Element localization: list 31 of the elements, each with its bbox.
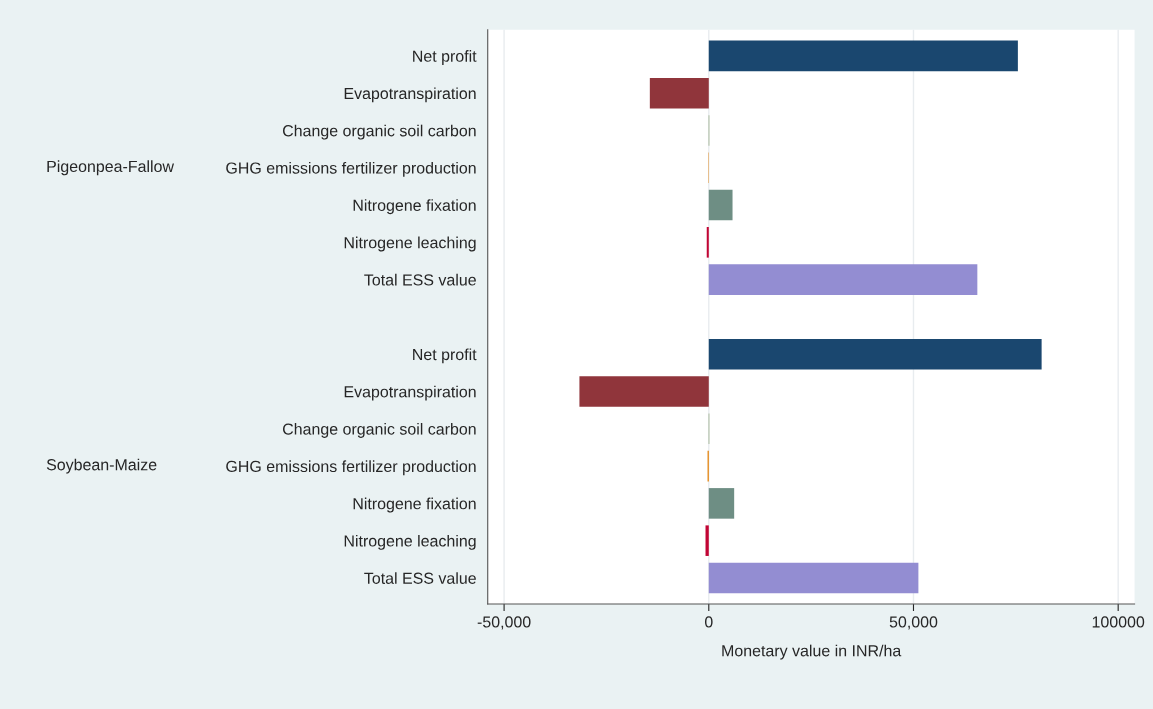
bar [708, 562, 919, 594]
bar [706, 227, 709, 258]
x-tick-label: 0 [704, 616, 713, 628]
y-tick-label: GHG emissions fertilizer production [226, 161, 476, 177]
y-tick-label: Net profit [413, 348, 477, 364]
y-tick-label: Nitrogene leaching [344, 534, 476, 550]
x-tick-label: 100000 [1092, 616, 1145, 628]
bar [708, 189, 733, 221]
y-tick-label: Change organic soil carbon [282, 124, 476, 140]
text: Pigeonpea-Fallow [47, 160, 175, 176]
y-tick-label: Nitrogene fixation [353, 497, 476, 513]
x-axis-title: Monetary value in INR/ha [722, 644, 902, 660]
bar [708, 488, 735, 519]
bar [579, 376, 709, 407]
y-tick-label: Total ESS value [364, 273, 476, 286]
y-tick-label: Nitrogene fixation [353, 199, 476, 215]
y-tick-label: Evapotranspiration [344, 87, 476, 103]
y-tick-label: Evapotranspiration [344, 385, 476, 401]
bar [649, 77, 709, 109]
bar [708, 264, 978, 295]
y-tick-label: Nitrogene leaching [344, 236, 476, 252]
bar [708, 40, 1018, 72]
y-tick-label: GHG emissions fertilizer production [226, 460, 476, 476]
x-tick-label: 50,000 [889, 616, 938, 630]
y-tick-label: Net profit [413, 50, 477, 65]
bar [708, 338, 1042, 370]
y-tick-label: Total ESS value [364, 572, 476, 584]
x-tick-label: -50,000 [477, 616, 531, 630]
y-tick-label: Change organic soil carbon [282, 423, 476, 438]
bar [705, 525, 709, 556]
text: Soybean-Maize [46, 458, 157, 474]
